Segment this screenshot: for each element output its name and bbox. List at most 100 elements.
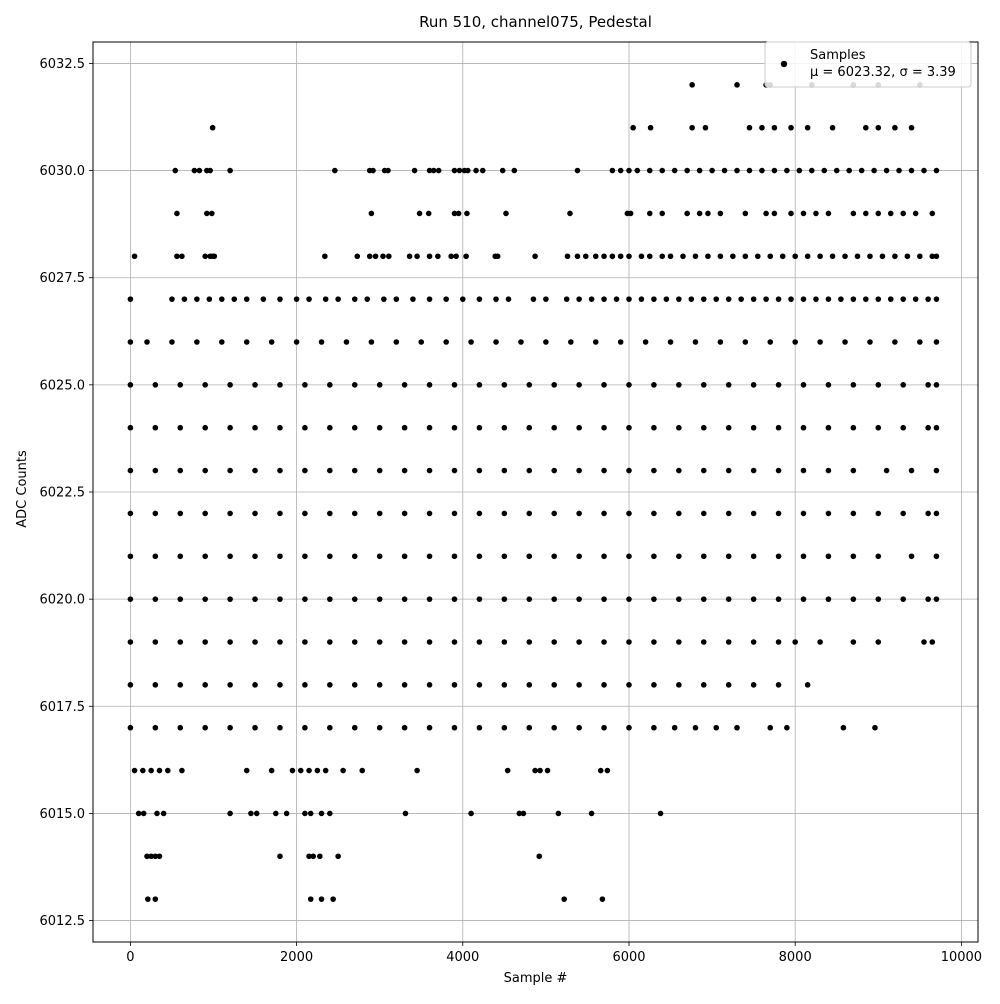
data-point bbox=[933, 382, 940, 388]
data-point bbox=[576, 553, 582, 560]
y-axis-label: ADC Counts bbox=[15, 450, 30, 528]
data-point bbox=[867, 253, 873, 260]
data-point bbox=[742, 253, 749, 260]
data-point bbox=[626, 467, 632, 474]
data-point bbox=[609, 167, 616, 174]
data-point bbox=[317, 853, 323, 860]
data-point bbox=[376, 724, 383, 731]
data-point bbox=[721, 167, 728, 174]
data-point bbox=[933, 253, 940, 260]
data-point bbox=[788, 296, 794, 302]
data-point bbox=[634, 167, 641, 174]
data-point bbox=[277, 724, 283, 731]
data-point bbox=[659, 210, 666, 217]
data-point bbox=[601, 424, 607, 431]
data-point bbox=[676, 553, 682, 560]
y-tick-label: 6022.5 bbox=[40, 486, 86, 501]
data-point bbox=[501, 467, 508, 474]
data-point bbox=[327, 553, 333, 560]
data-point bbox=[501, 382, 508, 388]
data-point bbox=[700, 639, 707, 645]
data-point bbox=[209, 124, 216, 131]
data-point bbox=[775, 682, 782, 688]
data-point bbox=[327, 810, 333, 817]
data-point bbox=[738, 296, 744, 302]
data-point bbox=[564, 253, 571, 260]
data-point bbox=[351, 639, 358, 645]
data-point bbox=[526, 424, 533, 431]
data-point bbox=[825, 596, 832, 602]
data-point bbox=[676, 382, 682, 388]
data-point bbox=[567, 210, 573, 217]
data-point bbox=[842, 339, 848, 345]
data-point bbox=[330, 896, 336, 902]
data-point bbox=[688, 296, 695, 302]
data-point bbox=[713, 296, 720, 302]
data-point bbox=[771, 210, 778, 217]
data-point bbox=[526, 467, 533, 474]
data-point bbox=[771, 167, 778, 174]
data-point bbox=[501, 553, 508, 560]
data-point bbox=[892, 253, 898, 260]
data-point bbox=[177, 382, 184, 388]
x-tick-label: 4000 bbox=[446, 950, 479, 965]
data-point bbox=[386, 253, 392, 260]
data-point bbox=[511, 167, 518, 174]
data-point bbox=[651, 596, 657, 602]
data-point bbox=[252, 682, 258, 688]
data-point bbox=[659, 167, 666, 174]
data-point bbox=[152, 639, 159, 645]
data-point bbox=[177, 424, 184, 431]
data-point bbox=[626, 724, 632, 731]
data-point bbox=[243, 296, 250, 302]
data-point bbox=[651, 296, 657, 302]
data-point bbox=[268, 339, 275, 345]
data-point bbox=[202, 510, 208, 517]
data-point bbox=[933, 553, 940, 560]
data-point bbox=[505, 296, 512, 302]
data-point bbox=[227, 810, 233, 817]
data-point bbox=[219, 296, 225, 302]
data-point bbox=[283, 810, 290, 817]
data-point bbox=[401, 639, 408, 645]
data-point bbox=[592, 253, 599, 260]
data-point bbox=[925, 296, 931, 302]
x-axis-label: Sample # bbox=[504, 971, 568, 986]
data-point bbox=[896, 167, 902, 174]
data-point bbox=[243, 767, 250, 774]
data-point bbox=[366, 253, 373, 260]
data-point bbox=[451, 596, 458, 602]
data-point bbox=[689, 124, 695, 131]
data-point bbox=[754, 253, 761, 260]
data-point bbox=[177, 724, 184, 731]
data-point bbox=[592, 339, 599, 345]
data-point bbox=[576, 296, 582, 302]
data-point bbox=[792, 339, 798, 345]
data-point bbox=[277, 682, 283, 688]
data-point bbox=[202, 253, 208, 260]
data-point bbox=[551, 510, 557, 517]
data-point bbox=[435, 253, 441, 260]
data-point bbox=[651, 382, 657, 388]
data-point bbox=[426, 553, 433, 560]
data-point bbox=[252, 382, 258, 388]
y-axis-ticks: 6012.5 6015.0 6017.5 6020.0 6022.5 6025.0 6027… bbox=[40, 57, 93, 929]
data-point bbox=[140, 810, 147, 817]
data-point bbox=[657, 810, 664, 817]
data-point bbox=[227, 553, 233, 560]
data-point bbox=[775, 639, 782, 645]
data-point bbox=[191, 167, 198, 174]
data-point bbox=[401, 510, 408, 517]
data-point bbox=[912, 210, 919, 217]
data-point bbox=[750, 467, 757, 474]
data-point bbox=[563, 296, 570, 302]
data-point bbox=[376, 682, 383, 688]
data-point bbox=[813, 296, 819, 302]
data-point bbox=[800, 210, 807, 217]
data-point bbox=[626, 510, 632, 517]
data-point bbox=[526, 639, 533, 645]
data-point bbox=[202, 596, 208, 602]
data-point bbox=[351, 724, 358, 731]
data-point bbox=[775, 553, 782, 560]
data-point bbox=[555, 810, 562, 817]
